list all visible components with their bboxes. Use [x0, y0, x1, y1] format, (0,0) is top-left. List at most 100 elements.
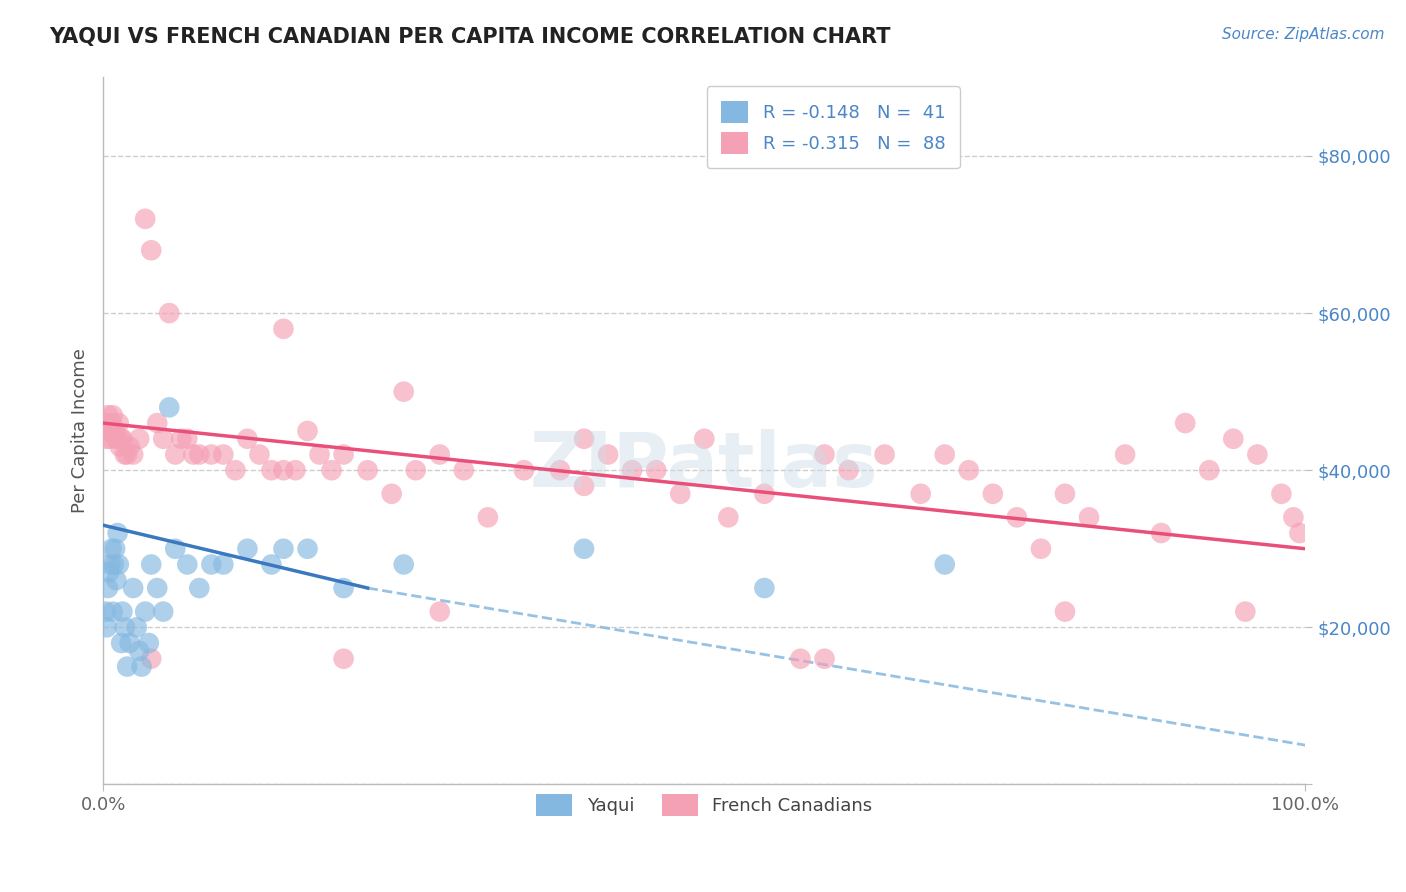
- Point: [332, 581, 354, 595]
- Point: [134, 211, 156, 226]
- Point: [98, 566, 121, 580]
- Point: [200, 558, 222, 572]
- Point: [1150, 526, 1173, 541]
- Point: [118, 636, 141, 650]
- Point: [693, 432, 716, 446]
- Point: [297, 541, 319, 556]
- Point: [188, 581, 211, 595]
- Point: [332, 448, 354, 462]
- Point: [910, 487, 932, 501]
- Y-axis label: Per Capita Income: Per Capita Income: [72, 349, 89, 514]
- Point: [957, 463, 980, 477]
- Point: [1246, 448, 1268, 462]
- Point: [100, 416, 122, 430]
- Point: [669, 487, 692, 501]
- Point: [381, 487, 404, 501]
- Point: [236, 432, 259, 446]
- Point: [111, 605, 134, 619]
- Point: [260, 463, 283, 477]
- Point: [114, 448, 136, 462]
- Point: [98, 424, 121, 438]
- Point: [477, 510, 499, 524]
- Point: [94, 605, 117, 619]
- Point: [754, 487, 776, 501]
- Point: [754, 581, 776, 595]
- Point: [236, 541, 259, 556]
- Point: [152, 432, 174, 446]
- Point: [249, 448, 271, 462]
- Point: [273, 322, 295, 336]
- Point: [181, 448, 204, 462]
- Point: [128, 644, 150, 658]
- Point: [176, 432, 198, 446]
- Point: [548, 463, 571, 477]
- Point: [146, 581, 169, 595]
- Point: [107, 432, 129, 446]
- Point: [212, 448, 235, 462]
- Point: [170, 432, 193, 446]
- Point: [1053, 487, 1076, 501]
- Legend: Yaqui, French Canadians: Yaqui, French Canadians: [527, 785, 882, 825]
- Point: [1288, 526, 1310, 541]
- Point: [122, 581, 145, 595]
- Point: [131, 659, 153, 673]
- Point: [1029, 541, 1052, 556]
- Point: [98, 432, 121, 446]
- Point: [165, 541, 187, 556]
- Point: [429, 448, 451, 462]
- Point: [297, 424, 319, 438]
- Point: [934, 448, 956, 462]
- Point: [273, 541, 295, 556]
- Point: [572, 479, 595, 493]
- Point: [260, 558, 283, 572]
- Point: [645, 463, 668, 477]
- Point: [125, 620, 148, 634]
- Text: Source: ZipAtlas.com: Source: ZipAtlas.com: [1222, 27, 1385, 42]
- Point: [1270, 487, 1292, 501]
- Point: [108, 440, 131, 454]
- Point: [392, 384, 415, 399]
- Point: [115, 448, 138, 462]
- Point: [107, 416, 129, 430]
- Point: [104, 424, 127, 438]
- Text: ZIPatlas: ZIPatlas: [530, 429, 879, 503]
- Point: [152, 605, 174, 619]
- Point: [96, 432, 118, 446]
- Point: [157, 401, 180, 415]
- Point: [141, 652, 163, 666]
- Point: [122, 448, 145, 462]
- Point: [332, 652, 354, 666]
- Point: [1174, 416, 1197, 430]
- Point: [103, 424, 125, 438]
- Point: [146, 416, 169, 430]
- Point: [284, 463, 307, 477]
- Point: [134, 605, 156, 619]
- Point: [572, 432, 595, 446]
- Point: [157, 306, 180, 320]
- Point: [176, 558, 198, 572]
- Point: [97, 408, 120, 422]
- Point: [429, 605, 451, 619]
- Point: [105, 432, 128, 446]
- Point: [200, 448, 222, 462]
- Point: [111, 432, 134, 446]
- Point: [934, 558, 956, 572]
- Point: [115, 659, 138, 673]
- Point: [105, 573, 128, 587]
- Point: [97, 581, 120, 595]
- Point: [1005, 510, 1028, 524]
- Point: [110, 636, 132, 650]
- Point: [1282, 510, 1305, 524]
- Point: [165, 448, 187, 462]
- Point: [717, 510, 740, 524]
- Point: [621, 463, 644, 477]
- Point: [1053, 605, 1076, 619]
- Point: [138, 636, 160, 650]
- Point: [789, 652, 811, 666]
- Point: [141, 558, 163, 572]
- Point: [101, 605, 124, 619]
- Point: [1234, 605, 1257, 619]
- Point: [107, 526, 129, 541]
- Point: [392, 558, 415, 572]
- Point: [98, 558, 121, 572]
